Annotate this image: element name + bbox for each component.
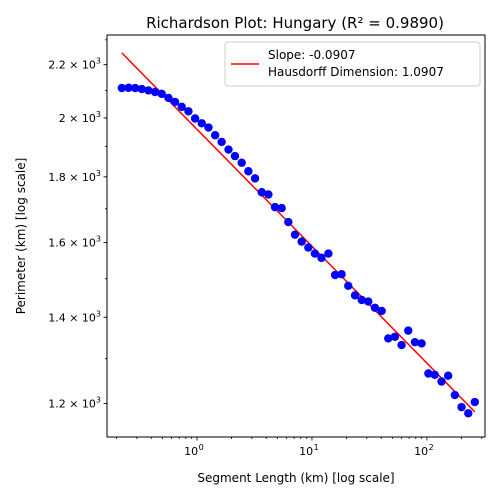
y-tick-label: 1.2 × 103​ (48, 395, 101, 410)
data-point (470, 397, 480, 407)
legend-label-slope: Slope: -0.0907 (268, 48, 355, 62)
chart-title: Richardson Plot: Hungary (R² = 0.9890) (146, 14, 444, 32)
y-tick-label: 2 × 103​ (59, 110, 101, 125)
data-point (450, 390, 460, 400)
data-point (410, 337, 420, 347)
data-point (377, 306, 386, 316)
data-point (197, 119, 206, 128)
x-axis-label: Segment Length (km) [log scale] (197, 471, 394, 485)
y-axis: 1.2 × 103​ 1.4 × 103​ 1.6 × 103​ 1.8 × 103​… (48, 39, 107, 410)
data-point (277, 203, 286, 213)
y-tick-label: 1.4 × 103​ (48, 309, 101, 324)
y-tick-label: 2.2 × 103​ (48, 57, 101, 72)
data-point (297, 237, 306, 246)
data-point (144, 86, 153, 95)
data-point (364, 297, 373, 306)
data-point (337, 270, 346, 279)
data-point (424, 369, 433, 378)
data-point (137, 84, 146, 94)
data-point (157, 89, 166, 99)
data-point (310, 249, 320, 258)
data-point (204, 123, 213, 132)
data-point (237, 158, 246, 167)
data-point (170, 97, 180, 107)
data-point (304, 243, 313, 252)
data-point (264, 190, 273, 199)
data-point (370, 303, 380, 312)
data-point (284, 217, 293, 227)
data-point (357, 295, 366, 305)
y-tick-label: 1.8 × 103​ (48, 169, 101, 184)
data-point (417, 339, 426, 348)
data-point (330, 270, 340, 280)
data-point (404, 326, 413, 335)
data-point (190, 114, 200, 123)
y-axis-label: Perimeter (km) [log scale] (14, 158, 28, 315)
data-point (317, 253, 326, 263)
data-point (164, 93, 173, 103)
data-point (457, 402, 466, 412)
data-point (210, 131, 220, 140)
data-point (464, 409, 473, 418)
data-point (390, 332, 400, 341)
data-point (130, 83, 140, 93)
data-point (257, 188, 266, 197)
data-point (244, 167, 253, 176)
data-point (270, 202, 280, 212)
data-point (437, 377, 446, 386)
data-point (344, 281, 353, 291)
data-point (230, 151, 240, 161)
legend: Slope: -0.0907 Hausdorff Dimension: 1.09… (224, 41, 481, 87)
data-point (117, 83, 127, 93)
data-point (217, 137, 226, 147)
data-point (443, 371, 453, 380)
data-point (184, 107, 193, 116)
axes-frame (106, 34, 486, 438)
data-point (290, 230, 300, 239)
legend-box (224, 41, 481, 87)
data-point (250, 174, 260, 183)
data-point (124, 83, 133, 92)
data-point (324, 249, 333, 258)
data-point (430, 370, 439, 380)
y-tick-label: 1.6 × 103​ (48, 235, 101, 250)
data-point (224, 145, 233, 154)
data-point (384, 334, 393, 343)
data-point (350, 291, 360, 300)
data-point (150, 87, 160, 97)
legend-label-dimension: Hausdorff Dimension: 1.0907 (268, 65, 444, 79)
data-point (177, 102, 186, 112)
plot-area (117, 52, 480, 418)
data-point (397, 340, 406, 350)
